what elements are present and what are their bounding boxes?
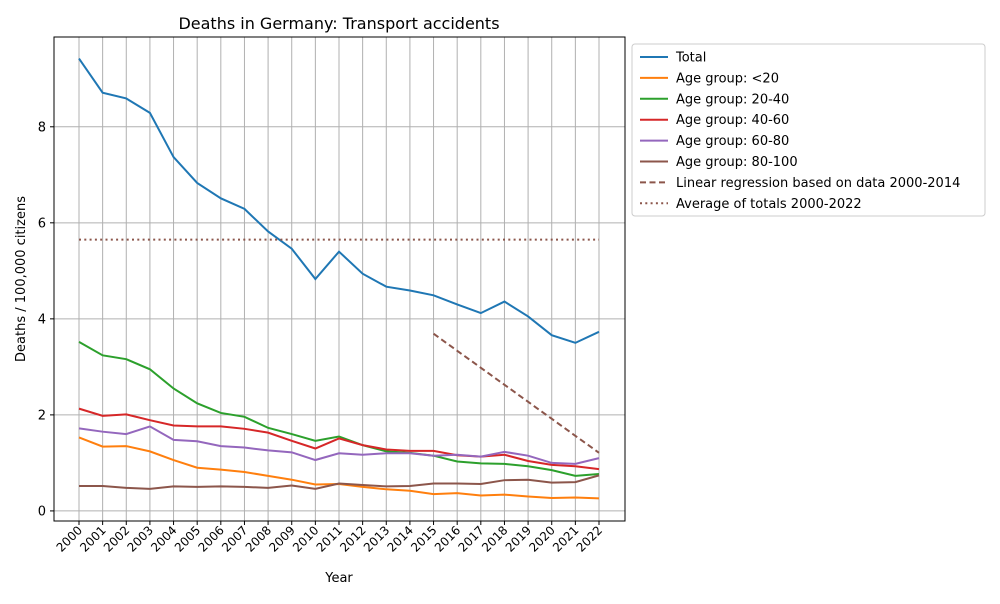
series-line-5: [79, 474, 600, 490]
x-tick-label: 2010: [290, 523, 321, 554]
legend-entry: Average of totals 2000-2022: [676, 197, 862, 212]
series-line-4: [78, 425, 600, 465]
legend-entry: Age group: <20: [676, 71, 779, 86]
y-axis-label: Deaths / 100,000 citizens: [14, 196, 29, 362]
legend-entry: Age group: 20-40: [676, 92, 789, 107]
series-line-6: [432, 332, 600, 454]
y-tick-label: 8: [38, 120, 46, 135]
y-tick-label: 2: [38, 408, 46, 423]
legend-entry: Age group: 60-80: [676, 134, 789, 149]
x-tick-label: 2000: [54, 523, 85, 554]
y-tick-label: 0: [38, 504, 46, 519]
x-axis-label: Year: [324, 571, 353, 586]
legend-entry: Linear regression based on data 2000-201…: [676, 176, 960, 191]
legend-entry: Age group: 80-100: [676, 155, 798, 170]
y-tick-label: 6: [38, 216, 46, 231]
x-tick-label: 2011: [314, 523, 345, 554]
x-tick-label: 2009: [266, 523, 297, 554]
x-tick-label: 2008: [243, 523, 274, 554]
x-tick-label: 2022: [574, 523, 605, 554]
x-tick-label: 2003: [125, 523, 156, 554]
x-tick-label: 2020: [526, 523, 557, 554]
x-tick-label: 2015: [408, 523, 439, 554]
x-tick-label: 2002: [101, 523, 132, 554]
legend-entry: Total: [675, 51, 706, 66]
x-tick-label: 2013: [361, 523, 392, 554]
x-tick-label: 2018: [479, 523, 510, 554]
legend: Total Age group: <20 Age group: 20-40 Age g…: [631, 43, 986, 217]
x-tick-label: 2021: [550, 523, 581, 554]
legend-box: [631, 43, 986, 217]
x-tick-label: 2006: [195, 523, 226, 554]
x-tick-label: 2005: [172, 523, 203, 554]
series-lines: [78, 58, 600, 500]
x-tick-label: 2019: [503, 523, 534, 554]
legend-entry: Age group: 40-60: [676, 113, 789, 128]
series-line-3: [78, 407, 600, 471]
chart-title: Deaths in Germany: Transport accidents: [178, 14, 499, 33]
axis-ticks: 2000200120022003200420052006200720082009…: [38, 120, 605, 554]
grid: [54, 37, 625, 521]
x-tick-label: 2017: [455, 523, 486, 554]
x-tick-label: 2016: [432, 523, 463, 554]
x-tick-label: 2004: [148, 523, 179, 554]
x-tick-label: 2014: [385, 523, 416, 554]
series-line-0: [78, 58, 600, 344]
x-tick-label: 2001: [77, 523, 108, 554]
x-tick-label: 2007: [219, 523, 250, 554]
x-tick-label: 2012: [337, 523, 368, 554]
series-line-2: [78, 341, 600, 477]
y-tick-label: 4: [38, 312, 46, 327]
